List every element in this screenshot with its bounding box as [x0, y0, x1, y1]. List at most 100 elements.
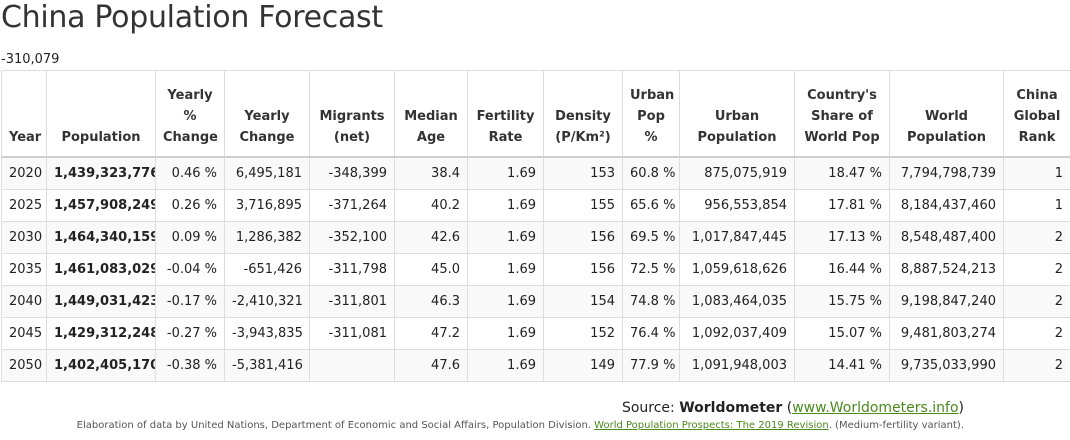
- cell-world-population: 8,184,437,460: [889, 189, 1004, 222]
- cell-fertility-rate: 1.69: [467, 317, 544, 350]
- cell-median-age: 47.6: [394, 349, 468, 382]
- cell-migrants: -352,100: [309, 221, 395, 254]
- cell-year: 2045: [1, 317, 47, 350]
- cell-yearly-change: -651,426: [224, 253, 310, 286]
- source-open-paren: (: [782, 400, 793, 416]
- cell-share-world-pop: 15.07 %: [794, 317, 890, 350]
- col-header-urban-pop-pct[interactable]: Urban Pop %: [622, 70, 680, 158]
- col-header-median-age[interactable]: Median Age: [394, 70, 468, 158]
- cell-urban-pop-pct: 65.6 %: [622, 189, 680, 222]
- cell-yearly-pct-change: -0.04 %: [155, 253, 225, 286]
- cell-yearly-change: 3,716,895: [224, 189, 310, 222]
- cell-share-world-pop: 18.47 %: [794, 156, 890, 190]
- cell-yearly-change: 6,495,181: [224, 156, 310, 190]
- cell-fertility-rate: 1.69: [467, 349, 544, 382]
- col-header-year[interactable]: Year: [1, 70, 47, 158]
- cell-yearly-pct-change: -0.27 %: [155, 317, 225, 350]
- cell-migrants: [309, 349, 395, 382]
- note-prefix: Elaboration of data by United Nations, D…: [76, 420, 595, 431]
- col-header-yearly-pct-change[interactable]: Yearly % Change: [155, 70, 225, 158]
- col-header-population[interactable]: Population: [46, 70, 156, 158]
- cell-population: 1,402,405,170: [46, 349, 156, 382]
- cell-global-rank: 2: [1003, 317, 1070, 350]
- cell-migrants: -311,081: [309, 317, 395, 350]
- cell-yearly-pct-change: 0.09 %: [155, 221, 225, 254]
- cell-median-age: 42.6: [394, 221, 468, 254]
- col-header-urban-population[interactable]: Urban Population: [679, 70, 795, 158]
- table-row: 2050 1,402,405,170 -0.38 % -5,381,416 47.6 1.…: [1, 349, 1070, 382]
- cell-world-population: 7,794,798,739: [889, 156, 1004, 190]
- cell-world-population: 8,887,524,213: [889, 253, 1004, 286]
- cell-urban-population: 1,083,464,035: [679, 285, 795, 318]
- cell-yearly-pct-change: -0.17 %: [155, 285, 225, 318]
- source-name: Worldometer: [679, 400, 783, 416]
- cell-fertility-rate: 1.69: [467, 189, 544, 222]
- cell-share-world-pop: 16.44 %: [794, 253, 890, 286]
- cell-urban-population: 1,059,618,626: [679, 253, 795, 286]
- cell-density: 154: [543, 285, 623, 318]
- cell-year: 2020: [1, 156, 47, 190]
- cell-density: 153: [543, 156, 623, 190]
- cell-population: 1,457,908,249: [46, 189, 156, 222]
- col-header-global-rank[interactable]: China Global Rank: [1003, 70, 1070, 158]
- cell-share-world-pop: 15.75 %: [794, 285, 890, 318]
- cell-world-population: 9,481,803,274: [889, 317, 1004, 350]
- col-header-yearly-change[interactable]: Yearly Change: [224, 70, 310, 158]
- cell-migrants: -311,798: [309, 253, 395, 286]
- cell-fertility-rate: 1.69: [467, 285, 544, 318]
- page-title: China Population Forecast: [1, 0, 383, 35]
- migrants-summary-value: -310,079: [1, 52, 60, 67]
- col-header-density[interactable]: Density (P/Km²): [543, 70, 623, 158]
- cell-share-world-pop: 14.41 %: [794, 349, 890, 382]
- table-row: 2020 1,439,323,776 0.46 % 6,495,181 -348,399…: [1, 156, 1070, 190]
- cell-median-age: 45.0: [394, 253, 468, 286]
- source-line: Source: Worldometer (www.Worldometers.in…: [622, 400, 964, 416]
- note-suffix: . (Medium-fertility variant).: [828, 420, 964, 431]
- cell-global-rank: 2: [1003, 253, 1070, 286]
- cell-yearly-change: 1,286,382: [224, 221, 310, 254]
- cell-yearly-pct-change: 0.46 %: [155, 156, 225, 190]
- table-row: 2040 1,449,031,423 -0.17 % -2,410,321 -311,8…: [1, 285, 1070, 318]
- table-header-row: Year Population Yearly % Change Yearly C…: [1, 70, 1070, 158]
- source-close-paren: ): [958, 400, 964, 416]
- cell-density: 156: [543, 221, 623, 254]
- cell-year: 2040: [1, 285, 47, 318]
- cell-urban-pop-pct: 77.9 %: [622, 349, 680, 382]
- cell-world-population: 9,198,847,240: [889, 285, 1004, 318]
- cell-world-population: 9,735,033,990: [889, 349, 1004, 382]
- cell-urban-population: 875,075,919: [679, 156, 795, 190]
- col-header-migrants[interactable]: Migrants (net): [309, 70, 395, 158]
- cell-share-world-pop: 17.13 %: [794, 221, 890, 254]
- cell-urban-pop-pct: 60.8 %: [622, 156, 680, 190]
- cell-urban-pop-pct: 69.5 %: [622, 221, 680, 254]
- cell-urban-pop-pct: 72.5 %: [622, 253, 680, 286]
- source-prefix: Source:: [621, 400, 680, 416]
- col-header-world-population[interactable]: World Population: [889, 70, 1004, 158]
- cell-density: 155: [543, 189, 623, 222]
- cell-global-rank: 1: [1003, 156, 1070, 190]
- cell-yearly-change: -3,943,835: [224, 317, 310, 350]
- col-header-fertility-rate[interactable]: Fertility Rate: [467, 70, 544, 158]
- cell-global-rank: 2: [1003, 221, 1070, 254]
- population-forecast-table: Year Population Yearly % Change Yearly C…: [1, 70, 1070, 382]
- cell-migrants: -311,801: [309, 285, 395, 318]
- table-body: 2020 1,439,323,776 0.46 % 6,495,181 -348,399…: [1, 156, 1070, 382]
- note-link[interactable]: World Population Prospects: The 2019 Rev…: [594, 420, 829, 431]
- cell-global-rank: 2: [1003, 285, 1070, 318]
- cell-population: 1,461,083,029: [46, 253, 156, 286]
- col-header-share-world-pop[interactable]: Country's Share of World Pop: [794, 70, 890, 158]
- cell-global-rank: 2: [1003, 349, 1070, 382]
- cell-year: 2025: [1, 189, 47, 222]
- cell-fertility-rate: 1.69: [467, 253, 544, 286]
- cell-year: 2035: [1, 253, 47, 286]
- cell-urban-population: 1,091,948,003: [679, 349, 795, 382]
- cell-density: 156: [543, 253, 623, 286]
- cell-global-rank: 1: [1003, 189, 1070, 222]
- cell-urban-pop-pct: 74.8 %: [622, 285, 680, 318]
- table-row: 2045 1,429,312,248 -0.27 % -3,943,835 -311,0…: [1, 317, 1070, 350]
- cell-yearly-change: -5,381,416: [224, 349, 310, 382]
- cell-year: 2050: [1, 349, 47, 382]
- source-link[interactable]: www.Worldometers.info: [792, 400, 959, 416]
- cell-median-age: 46.3: [394, 285, 468, 318]
